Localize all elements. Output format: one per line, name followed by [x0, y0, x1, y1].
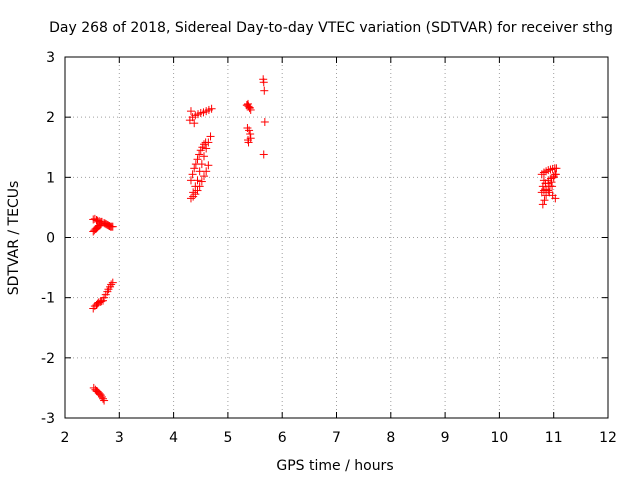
data-point — [547, 178, 556, 187]
y-tick-label: -2 — [41, 351, 55, 367]
x-tick-label: 10 — [490, 430, 508, 446]
data-point — [202, 144, 211, 153]
data-point — [188, 170, 197, 179]
x-tick-label: 8 — [386, 430, 395, 446]
x-tick-label: 2 — [61, 430, 70, 446]
y-tick-label: 3 — [46, 50, 55, 66]
grid — [65, 57, 608, 418]
data-point — [245, 103, 254, 112]
data-points — [89, 75, 561, 405]
data-point — [195, 182, 204, 191]
data-point — [538, 200, 547, 209]
data-point — [551, 194, 560, 203]
data-point — [193, 186, 202, 195]
data-point — [551, 170, 560, 179]
data-point — [206, 132, 215, 141]
data-point — [540, 196, 549, 205]
data-point — [200, 172, 209, 181]
data-point — [204, 138, 213, 147]
y-tick-label: 1 — [46, 170, 55, 186]
data-point — [244, 138, 253, 147]
y-tick-label: -1 — [41, 291, 55, 307]
x-tick-label: 11 — [545, 430, 563, 446]
data-point — [200, 152, 209, 161]
data-point — [246, 130, 255, 139]
x-tick-label: 6 — [278, 430, 287, 446]
data-point — [195, 150, 204, 159]
data-point — [197, 160, 206, 169]
data-point — [200, 140, 209, 149]
data-point — [100, 396, 109, 405]
x-tick-label: 3 — [115, 430, 124, 446]
x-tick-label: 9 — [441, 430, 450, 446]
data-point — [197, 177, 206, 186]
plot-frame — [64, 56, 609, 419]
data-point — [243, 99, 252, 108]
data-point — [552, 164, 561, 173]
y-tick-label: 0 — [46, 231, 55, 247]
data-point — [89, 215, 98, 224]
data-point — [204, 161, 213, 170]
data-point — [99, 394, 108, 403]
chart-title: Day 268 of 2018, Sidereal Day-to-day VTE… — [49, 20, 613, 36]
data-point — [246, 134, 255, 143]
x-tick-label: 4 — [169, 430, 178, 446]
data-point — [259, 78, 268, 87]
data-point — [95, 221, 104, 230]
data-point — [190, 119, 199, 128]
data-point — [259, 150, 268, 159]
data-point — [108, 222, 117, 231]
data-point — [108, 278, 117, 287]
axes — [64, 56, 609, 419]
x-axis-label: GPS time / hours — [276, 458, 393, 474]
data-point — [186, 107, 195, 116]
data-point — [260, 86, 269, 95]
data-point — [190, 164, 199, 173]
data-point — [193, 176, 202, 185]
data-point — [207, 104, 216, 113]
x-tick-label: 12 — [599, 430, 617, 446]
x-tick-label: 7 — [332, 430, 341, 446]
data-point — [260, 117, 269, 126]
data-point — [202, 167, 211, 176]
data-point — [107, 280, 116, 289]
y-tick-label: -3 — [41, 411, 55, 427]
data-point — [245, 126, 254, 135]
x-tick-label: 5 — [223, 430, 232, 446]
data-point — [548, 182, 557, 191]
y-tick-label: 2 — [46, 110, 55, 126]
data-point — [96, 220, 105, 229]
y-axis-label: SDTVAR / TECUs — [6, 181, 22, 296]
data-point — [539, 176, 548, 185]
data-point — [193, 155, 202, 164]
